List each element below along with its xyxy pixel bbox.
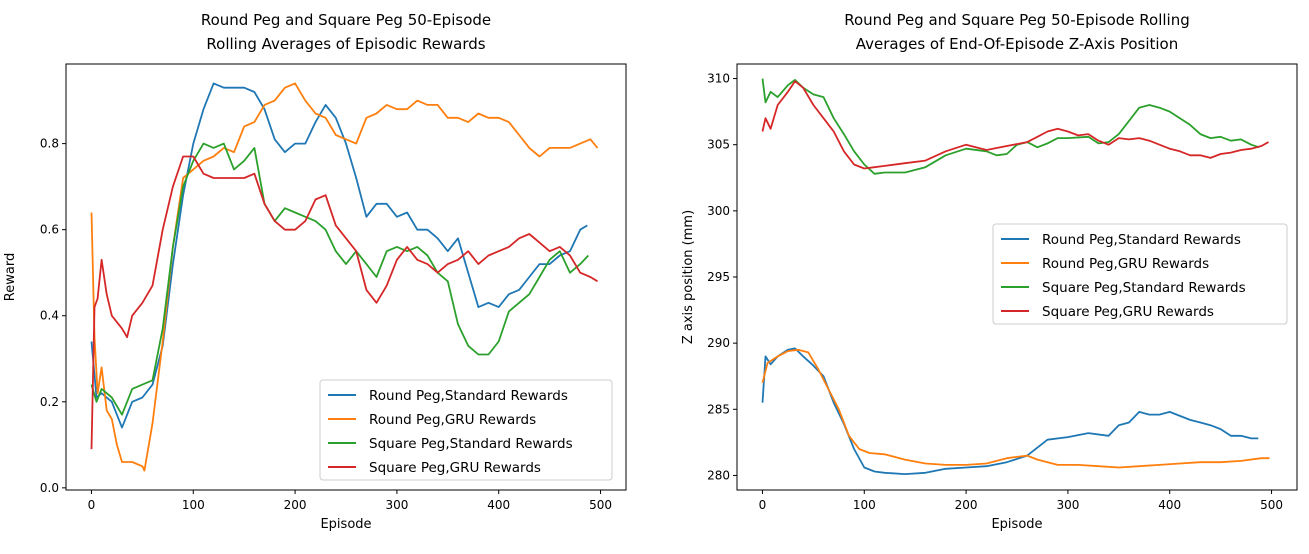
x-axis-label: Episode xyxy=(991,517,1042,532)
y-tick-label: 295 xyxy=(707,270,730,284)
legend: Round Peg,Standard Rewards Round Peg,GRU … xyxy=(319,379,613,481)
x-tick-label: 400 xyxy=(487,498,510,512)
chart-1: Round Peg and Square Peg 50-Episode Rolli… xyxy=(3,11,627,532)
chart-2: Round Peg and Square Peg 50-Episode Roll… xyxy=(681,11,1298,532)
legend-label: Square Peg,Standard Rewards xyxy=(369,436,573,452)
x-tick-label: 0 xyxy=(88,498,96,512)
series-line-round-peg-standard-rewards xyxy=(90,82,588,429)
y-tick-label: 290 xyxy=(707,336,730,350)
chart-title-line: Rolling Averages of Episodic Rewards xyxy=(206,35,485,53)
legend-box xyxy=(319,379,613,481)
legend-label: Square Peg,Standard Rewards xyxy=(1042,280,1246,296)
legend-label: Square Peg,GRU Rewards xyxy=(369,460,541,476)
x-tick-label: 300 xyxy=(1056,498,1079,512)
series-line-square-peg-gru-rewards xyxy=(761,80,1269,170)
legend-label: Round Peg,Standard Rewards xyxy=(369,388,568,404)
y-tick-label: 0.0 xyxy=(40,481,59,495)
legend-box xyxy=(992,223,1288,325)
chart-title-line: Averages of End-Of-Episode Z-Axis Positi… xyxy=(856,35,1179,53)
legend: Round Peg,Standard Rewards Round Peg,GRU … xyxy=(992,223,1288,325)
chart-title-line: Round Peg and Square Peg 50-Episode Roll… xyxy=(844,11,1189,29)
chart-title-line: Round Peg and Square Peg 50-Episode xyxy=(201,11,491,29)
x-tick-label: 500 xyxy=(589,498,612,512)
x-axis-label: Episode xyxy=(320,517,371,532)
series-line-round-peg-gru-rewards xyxy=(90,82,599,472)
x-tick-label: 0 xyxy=(759,498,767,512)
y-tick-label: 305 xyxy=(707,138,730,152)
y-tick-label: 280 xyxy=(707,468,730,482)
y-tick-label: 300 xyxy=(707,204,730,218)
x-tick-label: 400 xyxy=(1158,498,1181,512)
series-line-round-peg-standard-rewards xyxy=(761,347,1259,475)
y-axis-label: Z axis position (mm) xyxy=(681,210,696,344)
x-tick-label: 300 xyxy=(385,498,408,512)
y-tick-label: 0.8 xyxy=(40,137,59,151)
series-line-square-peg-gru-rewards xyxy=(90,155,598,450)
series-line-round-peg-gru-rewards xyxy=(761,348,1270,469)
x-tick-label: 500 xyxy=(1260,498,1283,512)
y-tick-label: 0.6 xyxy=(40,223,59,237)
plot-frame xyxy=(65,63,627,491)
y-tick-label: 310 xyxy=(707,72,730,86)
y-tick-label: 0.4 xyxy=(40,309,59,323)
series-line-square-peg-standard-rewards xyxy=(90,142,589,416)
y-axis-label: Reward xyxy=(3,253,18,301)
legend-label: Round Peg,GRU Rewards xyxy=(369,412,536,428)
legend-label: Round Peg,GRU Rewards xyxy=(1042,256,1209,272)
x-tick-label: 200 xyxy=(284,498,307,512)
legend-label: Round Peg,Standard Rewards xyxy=(1042,232,1241,248)
x-tick-label: 200 xyxy=(955,498,978,512)
y-tick-label: 0.2 xyxy=(40,395,59,409)
legend-label: Square Peg,GRU Rewards xyxy=(1042,304,1214,320)
x-tick-label: 100 xyxy=(182,498,205,512)
x-tick-label: 100 xyxy=(853,498,876,512)
y-tick-label: 285 xyxy=(707,402,730,416)
